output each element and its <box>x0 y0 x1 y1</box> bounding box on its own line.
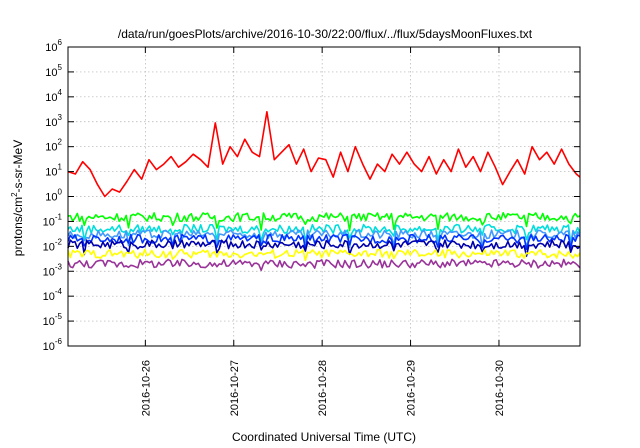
series-line <box>67 111 581 198</box>
x-tick-label: 2016-10-27 <box>229 360 241 416</box>
y-axis-ticks: 10-6 10-5 10-4 10-3 10-2 10-1 100 101 102 103 104 1… <box>43 38 580 353</box>
y-tick-label: 105 <box>45 63 62 79</box>
y-tick-label: 10-2 <box>43 237 63 253</box>
y-tick-label: 104 <box>45 88 62 104</box>
x-axis-title: Coordinated Universal Time (UTC) <box>232 430 416 444</box>
y-axis-title-superscript: 2 <box>10 192 19 197</box>
y-tick-label: 10-1 <box>43 212 63 228</box>
y-tick-label: 10-4 <box>43 287 63 303</box>
y-tick-label: 102 <box>45 138 62 154</box>
series-layer <box>67 111 581 272</box>
y-tick-label: 103 <box>45 113 62 129</box>
x-axis-ticks: 2016-10-26 2016-10-27 2016-10-28 2016-10-29… <box>140 47 506 416</box>
y-tick-label: 10-6 <box>43 337 63 353</box>
y-tick-label: 100 <box>45 188 62 204</box>
y-axis-title-base: protons/cm <box>11 197 25 256</box>
chart-title: /data/run/goesPlots/archive/2016-10-30/2… <box>118 27 533 41</box>
series-line <box>67 239 581 257</box>
y-tick-label: 101 <box>45 163 62 179</box>
x-tick-label: 2016-10-30 <box>494 360 506 416</box>
series-line <box>67 229 581 249</box>
y-tick-label: 106 <box>45 38 62 54</box>
series-line <box>67 212 581 232</box>
x-tick-label: 2016-10-28 <box>317 360 329 416</box>
y-axis-title-rest: -s-sr-MeV <box>11 140 25 193</box>
y-axis-title: protons/cm2-s-sr-MeV <box>10 140 25 256</box>
x-tick-label: 2016-10-29 <box>406 360 418 416</box>
x-tick-label: 2016-10-26 <box>140 360 152 416</box>
series-line <box>67 258 581 272</box>
series-line <box>67 248 581 262</box>
y-tick-label: 10-3 <box>43 262 63 278</box>
y-tick-label: 10-5 <box>43 312 63 328</box>
